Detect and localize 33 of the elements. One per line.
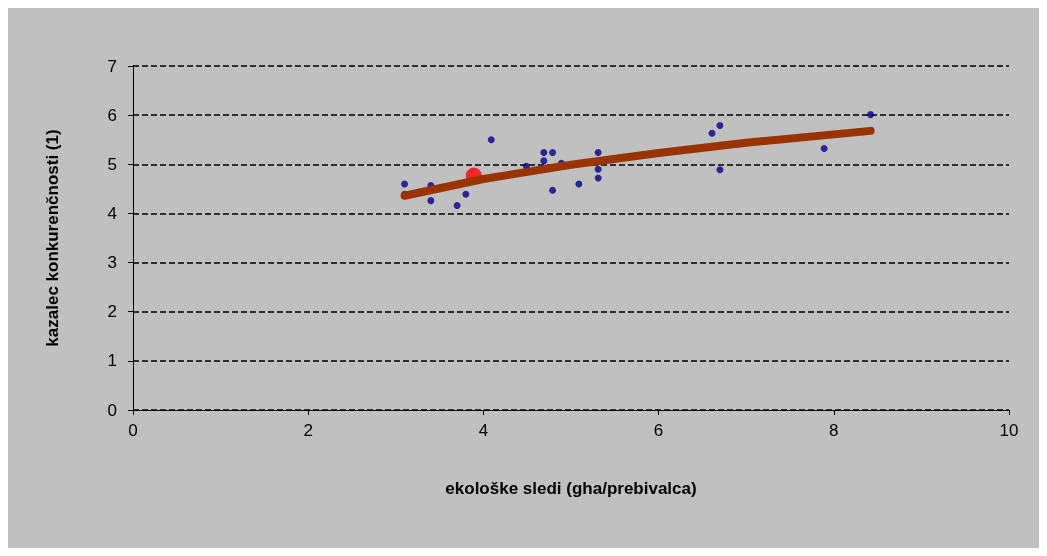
point — [716, 121, 724, 129]
point — [453, 202, 461, 210]
x-tick-label: 8 — [829, 421, 839, 440]
y-axis-title: kazalec konkurenčnosti (1) — [43, 129, 62, 347]
point — [575, 180, 583, 188]
y-tick-label: 7 — [107, 56, 117, 76]
x-tick-label: 2 — [303, 421, 313, 440]
y-tick-label: 2 — [107, 302, 117, 322]
x-tick-label: 4 — [478, 421, 489, 440]
point — [427, 197, 435, 205]
point — [540, 148, 548, 156]
x-axis-title: ekološke sledi (gha/prebivalca) — [445, 479, 697, 498]
x-tick-label: 10 — [999, 421, 1019, 440]
point — [594, 165, 602, 173]
point — [716, 166, 724, 174]
y-tick-label: 5 — [107, 154, 117, 174]
y-tick-label: 1 — [107, 351, 117, 371]
point — [487, 136, 495, 144]
x-tick-label: 6 — [653, 421, 664, 440]
y-tick-label: 4 — [107, 203, 117, 223]
point — [401, 180, 409, 188]
y-tick-label: 6 — [107, 105, 117, 125]
point — [867, 111, 875, 119]
y-tick-label: 0 — [107, 400, 117, 420]
point — [540, 157, 548, 165]
point — [820, 145, 828, 153]
point — [708, 129, 716, 137]
point — [549, 186, 557, 194]
point — [549, 148, 557, 156]
x-tick-label: 0 — [128, 421, 138, 440]
point — [462, 190, 470, 198]
point — [594, 148, 602, 156]
y-tick-label: 3 — [107, 253, 117, 273]
